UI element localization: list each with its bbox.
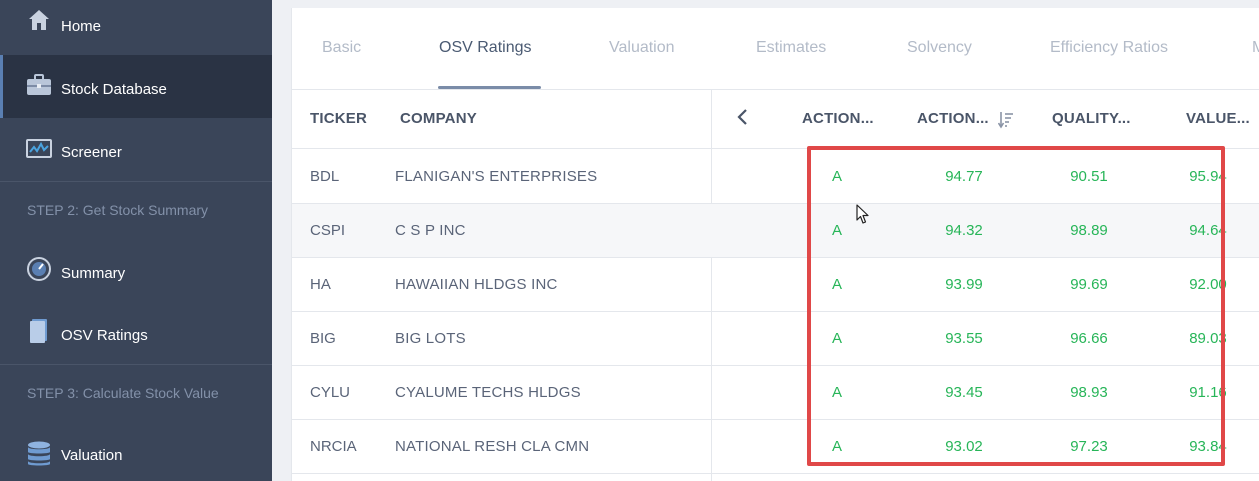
action-score-cell: 93.45 [945, 384, 983, 401]
table-row[interactable]: BDL FLANIGAN'S ENTERPRISES A 94.77 90.51 95.9… [292, 150, 1259, 204]
sidebar-step-heading: STEP 3: Calculate Stock Value [27, 385, 219, 401]
sidebar-item-screener[interactable]: Screener [0, 118, 272, 181]
tab-osv-ratings[interactable]: OSV Ratings [439, 39, 532, 56]
company-cell: HAWAIIAN HLDGS INC [395, 276, 558, 293]
sidebar-divider [0, 364, 272, 365]
chevron-left-icon [737, 109, 747, 125]
action-score-cell: 94.32 [945, 222, 983, 239]
frozen-column-divider [711, 90, 712, 481]
value-score-cell: 91.16 [1189, 384, 1227, 401]
book-icon [26, 319, 52, 343]
action-rating-cell: A [831, 168, 842, 185]
action-rating-cell: A [831, 276, 842, 293]
main-panel: Basic OSV Ratings Valuation Estimates So… [291, 8, 1259, 481]
ticker-cell: CSPI [310, 222, 346, 239]
table-row[interactable]: CYLU CYALUME TECHS HLDGS A 93.45 98.93 91.16 [292, 366, 1259, 420]
sidebar-step-heading: STEP 2: Get Stock Summary [27, 202, 209, 218]
sidebar-item-osv-ratings[interactable]: OSV Ratings [0, 303, 272, 364]
tab-bar: Basic OSV Ratings Valuation Estimates So… [292, 8, 1259, 90]
column-header-quality[interactable]: QUALITY... [1052, 110, 1131, 127]
value-score-cell: 93.84 [1189, 438, 1227, 455]
tab-solvency[interactable]: Solvency [907, 39, 972, 56]
sidebar-item-label: Summary [61, 265, 126, 282]
column-header-value[interactable]: VALUE... [1186, 110, 1250, 127]
tab-basic[interactable]: Basic [322, 39, 362, 56]
action-score-cell: 93.55 [945, 330, 983, 347]
sidebar-item-summary[interactable]: Summary [0, 240, 272, 303]
tab-estimates[interactable]: Estimates [756, 39, 827, 56]
sidebar-item-label: Stock Database [61, 81, 167, 98]
company-cell: C S P INC [395, 222, 466, 239]
action-rating-cell: A [831, 330, 842, 347]
sidebar-item-home[interactable]: Home [0, 0, 272, 54]
sidebar-item-label: Screener [61, 144, 122, 161]
tab-valuation[interactable]: Valuation [609, 39, 675, 56]
sort-descending-icon[interactable] [997, 111, 1014, 133]
ticker-cell: HA [310, 276, 331, 293]
column-header-action-2[interactable]: ACTION... [917, 110, 989, 127]
scroll-left-button[interactable] [736, 107, 750, 131]
gauge-icon [26, 257, 52, 281]
tab-more[interactable]: M [1252, 39, 1259, 56]
quality-score-cell: 99.69 [1070, 276, 1108, 293]
ticker-cell: CYLU [310, 384, 351, 401]
action-score-cell: 93.02 [945, 438, 983, 455]
sidebar-item-valuation[interactable]: Valuation [0, 422, 272, 481]
ticker-cell: BIG [310, 330, 336, 347]
quality-score-cell: 98.93 [1070, 384, 1108, 401]
monitor-chart-icon [26, 137, 52, 161]
action-rating-cell: A [831, 438, 842, 455]
company-cell: NATIONAL RESH CLA CMN [395, 438, 590, 455]
ticker-cell: NRCIA [310, 438, 357, 455]
action-rating-cell: A [831, 222, 842, 239]
value-score-cell: 89.03 [1189, 330, 1227, 347]
action-score-cell: 94.77 [945, 168, 983, 185]
company-cell: FLANIGAN'S ENTERPRISES [395, 168, 598, 185]
table-header: TICKER COMPANY ACTION... ACTION... QUALI… [292, 90, 1259, 149]
table-row[interactable]: BIG BIG LOTS A 93.55 96.66 89.03 [292, 312, 1259, 366]
table-row[interactable]: CSPI C S P INC A 94.32 98.89 94.64 [292, 204, 1259, 258]
table-row[interactable]: HA HAWAIIAN HLDGS INC A 93.99 99.69 92.00 [292, 258, 1259, 312]
database-icon [26, 441, 52, 466]
quality-score-cell: 98.89 [1070, 222, 1108, 239]
value-score-cell: 92.00 [1189, 276, 1227, 293]
sidebar: Home Stock Database Screener STEP 2: Get… [0, 0, 272, 481]
home-icon [26, 8, 52, 32]
column-header-company[interactable]: COMPANY [400, 110, 477, 127]
action-score-cell: 93.99 [945, 276, 983, 293]
table-row[interactable]: NRCIA NATIONAL RESH CLA CMN A 93.02 97.23 93.… [292, 420, 1259, 474]
briefcase-icon [26, 73, 52, 97]
company-cell: CYALUME TECHS HLDGS [395, 384, 581, 401]
value-score-cell: 94.64 [1189, 222, 1227, 239]
sidebar-item-label: Home [61, 18, 102, 35]
quality-score-cell: 97.23 [1070, 438, 1108, 455]
active-tab-indicator [438, 86, 541, 89]
company-cell: BIG LOTS [395, 330, 466, 347]
tab-efficiency-ratios[interactable]: Efficiency Ratios [1050, 39, 1168, 56]
value-score-cell: 95.94 [1189, 168, 1227, 185]
sidebar-item-stock-database[interactable]: Stock Database [0, 55, 272, 118]
sidebar-item-label: OSV Ratings [61, 327, 148, 344]
column-header-action-1[interactable]: ACTION... [802, 110, 874, 127]
quality-score-cell: 90.51 [1070, 168, 1108, 185]
sidebar-divider [0, 181, 272, 182]
column-header-ticker[interactable]: TICKER [310, 110, 368, 127]
mouse-cursor-icon [856, 204, 870, 231]
quality-score-cell: 96.66 [1070, 330, 1108, 347]
sidebar-item-label: Valuation [61, 447, 123, 464]
action-rating-cell: A [831, 384, 842, 401]
ticker-cell: BDL [310, 168, 340, 185]
